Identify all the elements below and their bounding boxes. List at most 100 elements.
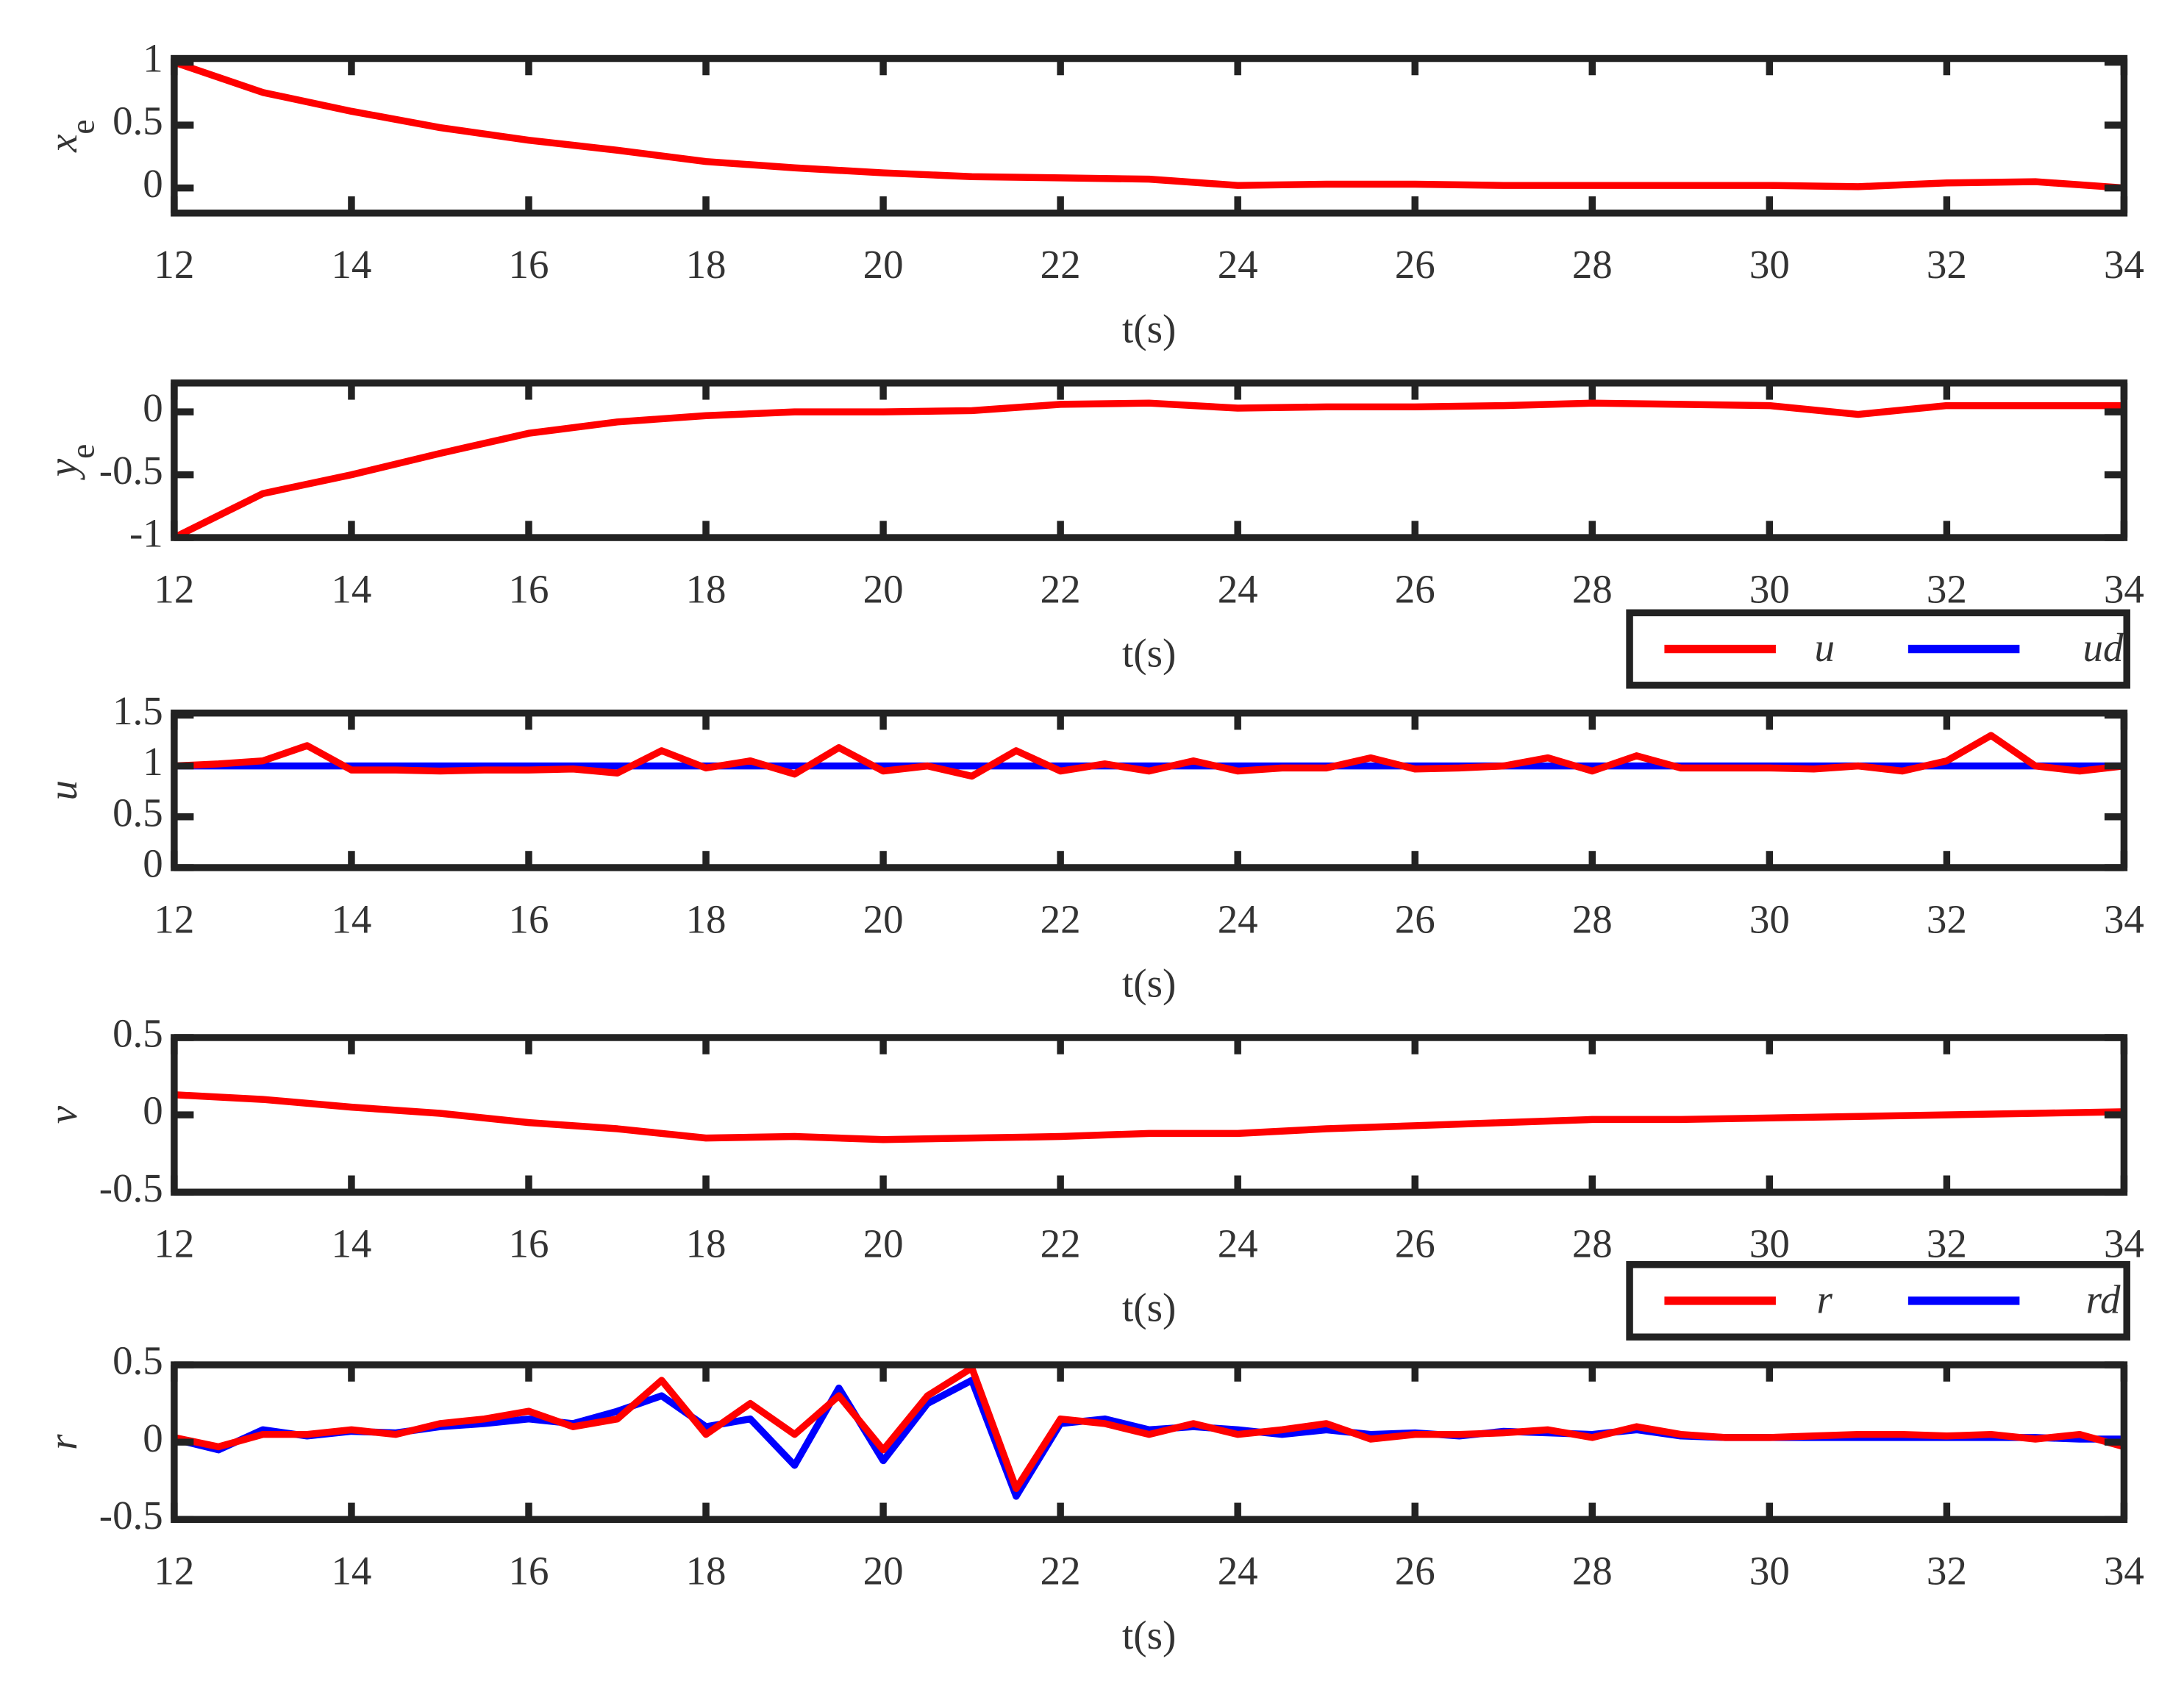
- y-axis-label: u: [40, 780, 85, 800]
- x-tick-label: 20: [863, 566, 904, 611]
- y-axis-label: v: [40, 1105, 85, 1124]
- x-tick-label: 22: [1041, 1549, 1081, 1593]
- x-tick-label: 20: [863, 1549, 904, 1593]
- y-tick-label: 1: [143, 35, 163, 80]
- x-tick-label: 12: [154, 242, 194, 287]
- x-tick-label: 16: [509, 896, 549, 941]
- x-tick-label: 12: [154, 566, 194, 611]
- x-axis-label: t(s): [1122, 1285, 1176, 1330]
- x-tick-label: 18: [686, 1221, 727, 1266]
- axes-frame: [171, 1361, 2128, 1524]
- x-tick-label: 30: [1749, 566, 1790, 611]
- x-tick-label: 34: [2104, 896, 2144, 941]
- y-axis-label-sub: e: [64, 444, 101, 459]
- x-tick-label: 24: [1218, 566, 1258, 611]
- data-line: [174, 732, 2124, 780]
- x-tick-label: 22: [1041, 1221, 1081, 1266]
- subplot: 12 14 16 18 20 22 24 26 28 30 32 34 -1 -0.5 0 t(s) ye: [40, 379, 2144, 676]
- x-tick-label: 24: [1218, 896, 1258, 941]
- x-tick-label: 28: [1572, 566, 1613, 611]
- x-tick-label: 18: [686, 242, 727, 287]
- x-tick-label: 20: [863, 896, 904, 941]
- y-tick-label: 0: [143, 841, 163, 886]
- x-tick-label: 32: [1927, 566, 1967, 611]
- axes-frame: [171, 54, 2128, 217]
- y-tick-label: 0.5: [113, 1011, 163, 1056]
- legend-label: ud: [2083, 625, 2124, 670]
- legend-label: r: [1817, 1277, 1833, 1321]
- x-tick-label: 24: [1218, 242, 1258, 287]
- x-tick-label: 34: [2104, 566, 2144, 611]
- x-tick-label: 16: [509, 1221, 549, 1266]
- x-tick-label: 32: [1927, 242, 1967, 287]
- y-tick-label: 1: [143, 739, 163, 784]
- x-tick-label: 22: [1041, 566, 1081, 611]
- x-tick-label: 14: [331, 242, 371, 287]
- x-tick-label: 20: [863, 242, 904, 287]
- x-tick-label: 26: [1395, 896, 1435, 941]
- x-tick-label: 12: [154, 1549, 194, 1593]
- data-line: [172, 399, 2124, 541]
- y-axis-label-sub: e: [64, 119, 101, 134]
- x-tick-label: 12: [154, 896, 194, 941]
- x-tick-label: 26: [1395, 1221, 1435, 1266]
- x-tick-label: 18: [686, 896, 727, 941]
- subplot: 12 14 16 18 20 22 24 26 28 30 32 34 0 0.5 1 t(s) xe: [40, 35, 2144, 351]
- x-tick-label: 18: [686, 1549, 727, 1593]
- y-axis-label: r: [40, 1434, 85, 1450]
- y-axis-label-main: x: [40, 135, 85, 153]
- y-tick-label: -0.5: [99, 1493, 163, 1538]
- axes-frame: [171, 379, 2128, 541]
- x-axis-label: t(s): [1122, 1613, 1176, 1657]
- x-tick-label: 30: [1749, 1221, 1790, 1266]
- x-tick-label: 26: [1395, 566, 1435, 611]
- legend-label: u: [1814, 625, 1834, 670]
- x-tick-label: 30: [1749, 1549, 1790, 1593]
- x-tick-label: 34: [2104, 1221, 2144, 1266]
- x-tick-label: 32: [1927, 1221, 1967, 1266]
- x-tick-label: 14: [331, 1221, 371, 1266]
- x-tick-label: 14: [331, 1549, 371, 1593]
- data-line: [173, 59, 2124, 192]
- x-tick-label: 32: [1927, 896, 1967, 941]
- axes-frame: [171, 709, 2128, 871]
- x-axis-label: t(s): [1122, 960, 1176, 1005]
- x-tick-label: 34: [2104, 242, 2144, 287]
- x-tick-label: 14: [331, 896, 371, 941]
- x-tick-label: 18: [686, 566, 727, 611]
- y-tick-label: 1.5: [113, 688, 163, 733]
- y-axis-label: ye: [40, 444, 101, 481]
- y-tick-label: 0: [143, 161, 163, 206]
- x-tick-label: 14: [331, 566, 371, 611]
- y-axis-label-main: v: [40, 1105, 85, 1124]
- x-tick-label: 16: [509, 566, 549, 611]
- x-tick-label: 28: [1572, 242, 1613, 287]
- axes-frame: [171, 1034, 2128, 1196]
- x-tick-label: 24: [1218, 1221, 1258, 1266]
- y-tick-label: 0: [143, 1088, 163, 1133]
- y-axis-label-main: r: [40, 1434, 85, 1450]
- data-line: [173, 1364, 2125, 1492]
- x-tick-label: 28: [1572, 1549, 1613, 1593]
- x-tick-label: 26: [1395, 242, 1435, 287]
- x-tick-label: 26: [1395, 1549, 1435, 1593]
- x-tick-label: 30: [1749, 896, 1790, 941]
- x-tick-label: 16: [509, 1549, 549, 1593]
- y-tick-label: 0.5: [113, 1338, 163, 1383]
- y-tick-label: 0: [143, 1416, 163, 1460]
- x-tick-label: 28: [1572, 1221, 1613, 1266]
- subplot: 12 14 16 18 20 22 24 26 28 30 32 34 0 0.5 1 1.5 t(s) u u ud: [40, 609, 2144, 1005]
- y-tick-label: 0: [143, 385, 163, 430]
- data-line: [174, 1091, 2124, 1143]
- y-tick-label: -0.5: [99, 448, 163, 493]
- x-tick-label: 32: [1927, 1549, 1967, 1593]
- y-tick-label: -1: [129, 511, 163, 556]
- legend: r rd: [1626, 1260, 2130, 1341]
- subplot: 12 14 16 18 20 22 24 26 28 30 32 34 -0.5 0 0.5 t(s) v: [40, 1011, 2144, 1330]
- y-axis-label: xe: [40, 119, 101, 153]
- x-axis-label: t(s): [1122, 631, 1176, 676]
- x-tick-label: 20: [863, 1221, 904, 1266]
- x-tick-label: 28: [1572, 896, 1613, 941]
- y-axis-label-main: y: [40, 458, 85, 480]
